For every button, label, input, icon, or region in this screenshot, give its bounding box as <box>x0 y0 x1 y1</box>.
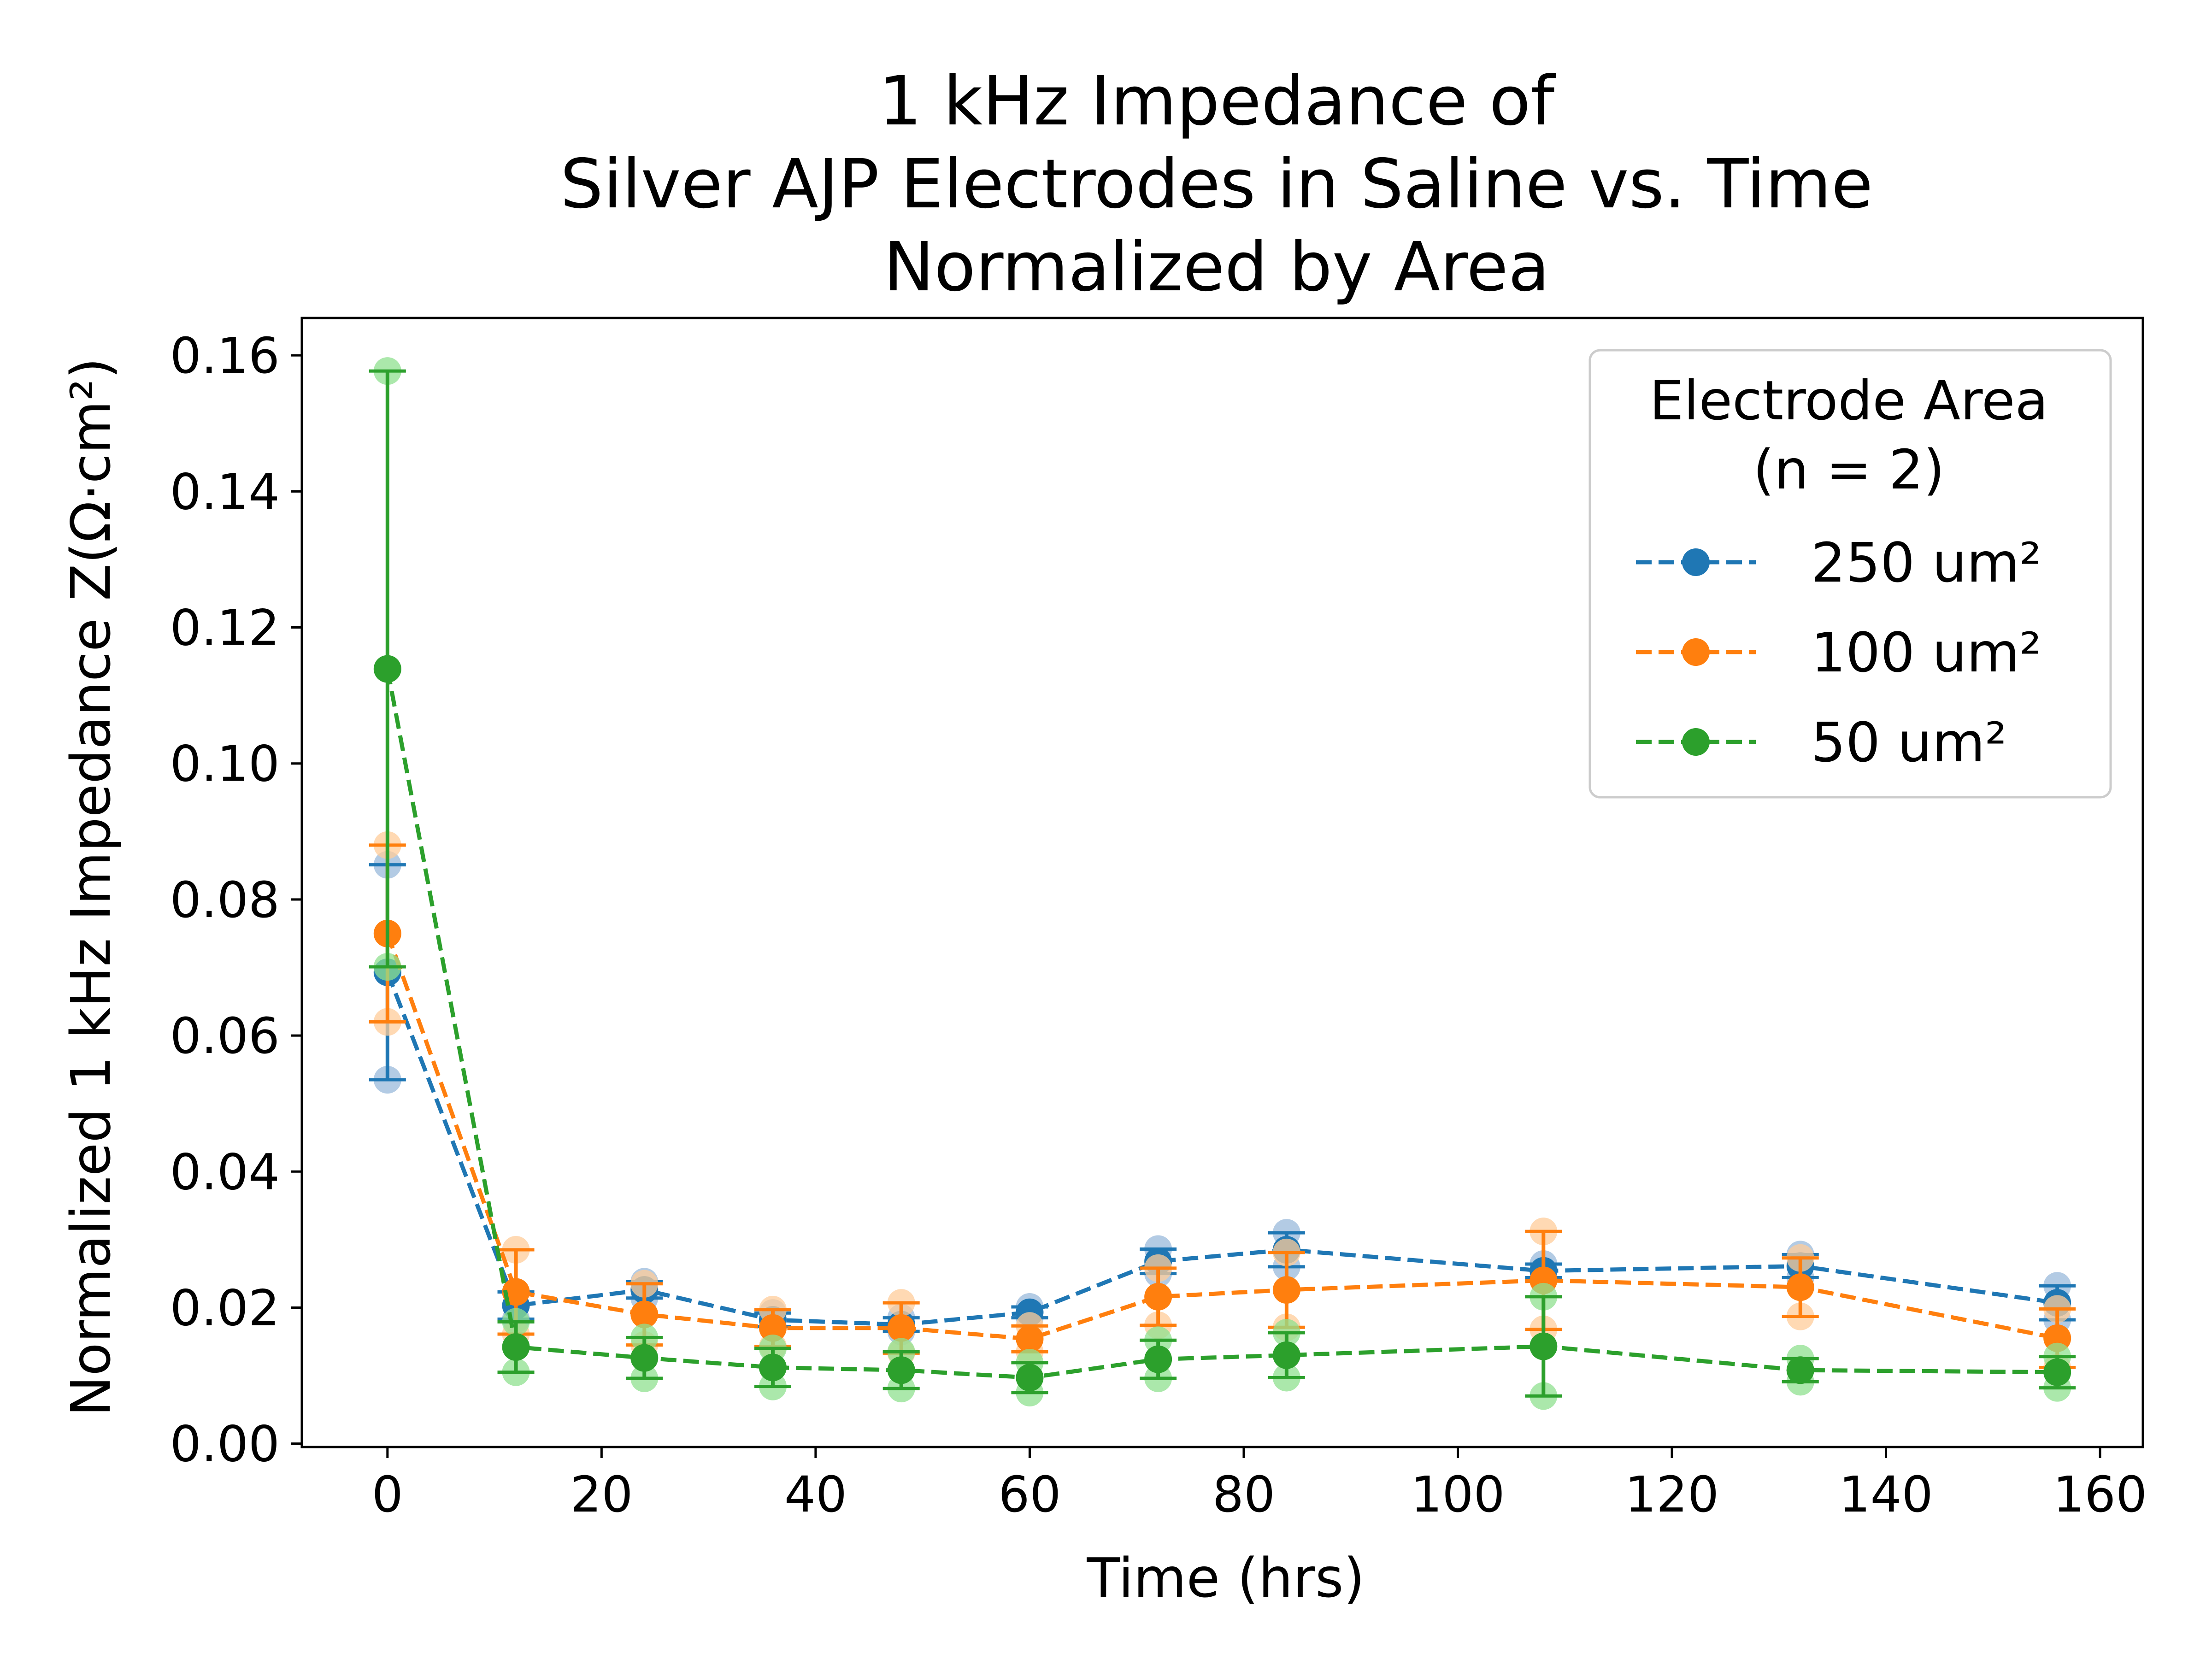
data-point <box>1016 1364 1044 1392</box>
legend-entry: 250 um² <box>1636 531 2041 594</box>
y-tick-label: 0.14 <box>170 464 280 521</box>
data-point <box>1786 1356 1814 1384</box>
x-tick-label: 20 <box>570 1466 633 1524</box>
data-point <box>1530 1332 1558 1360</box>
legend-entries: 250 um² 100 um² 50 um² <box>1636 531 2041 774</box>
y-tick-label: 0.00 <box>170 1416 280 1473</box>
data-point <box>1272 1276 1300 1304</box>
data-point <box>502 1278 530 1306</box>
legend-marker <box>1682 638 1710 666</box>
legend-marker <box>1682 548 1710 576</box>
data-point <box>1144 1282 1172 1311</box>
series-line <box>385 971 2058 1327</box>
y-tick-label: 0.06 <box>170 1008 280 1065</box>
plot-area <box>300 317 2144 1448</box>
data-point <box>630 1300 659 1329</box>
data-point <box>2043 1358 2071 1386</box>
y-tick-label: 0.02 <box>170 1280 280 1337</box>
legend-title-line-1: Electrode Area <box>1649 369 2048 432</box>
y-tick-label: 0.08 <box>170 872 280 929</box>
x-axis: 0 20 40 60 80 100 120 140 160 <box>372 1447 2147 1524</box>
y-tick-label: 0.04 <box>170 1144 280 1201</box>
legend-label: 100 um² <box>1811 621 2041 684</box>
y-tick-label: 0.10 <box>170 736 280 793</box>
x-tick-label: 100 <box>1411 1466 1505 1524</box>
x-axis-label: Time (hrs) <box>1086 1546 1365 1610</box>
legend-frame <box>1588 349 2112 799</box>
data-point <box>1272 1341 1300 1369</box>
data-point <box>759 1353 787 1382</box>
data-point <box>502 1333 530 1361</box>
x-tick-label: 160 <box>2053 1466 2147 1524</box>
data-point <box>630 1344 659 1372</box>
legend-title-line-2: (n = 2) <box>1753 438 1945 501</box>
x-tick-label: 60 <box>998 1466 1061 1524</box>
plot-frame <box>300 317 2144 1448</box>
y-axis: 0.00 0.02 0.04 0.06 0.08 0.10 0.12 0.14 0.16 <box>170 328 302 1473</box>
series-line <box>385 933 2058 1341</box>
y-tick-label: 0.12 <box>170 600 280 657</box>
chart-title-line-1: 1 kHz Impedance of <box>879 62 1556 141</box>
legend-label: 50 um² <box>1811 711 2007 774</box>
x-tick-label: 140 <box>1839 1466 1933 1524</box>
data-point <box>373 655 401 683</box>
data-point <box>887 1314 915 1342</box>
x-tick-label: 40 <box>784 1466 847 1524</box>
legend-label: 250 um² <box>1811 531 2041 594</box>
x-tick-label: 120 <box>1625 1466 1719 1524</box>
legend-marker <box>1682 728 1710 756</box>
data-point <box>1016 1325 1044 1353</box>
x-tick-label: 80 <box>1212 1466 1275 1524</box>
data-point <box>1144 1345 1172 1373</box>
y-tick-label: 0.16 <box>170 328 280 385</box>
data-point <box>887 1356 915 1384</box>
legend: Electrode Area (n = 2) 250 um² 100 um² 50 … <box>1588 349 2112 799</box>
chart-title: 1 kHz Impedance of Silver AJP Electrodes… <box>560 62 1873 306</box>
x-tick-label: 0 <box>372 1466 403 1524</box>
data-point <box>759 1314 787 1342</box>
y-axis-label: Normalized 1 kHz Impedance Z(Ω·cm²) <box>59 358 123 1417</box>
chart-title-line-3: Normalized by Area <box>883 228 1550 306</box>
chart-title-line-2: Silver AJP Electrodes in Saline vs. Time <box>560 145 1873 224</box>
data-point <box>1786 1273 1814 1301</box>
legend-entry: 100 um² <box>1636 621 2041 684</box>
legend-entry: 50 um² <box>1636 711 2007 774</box>
series-3 <box>369 357 2076 1410</box>
